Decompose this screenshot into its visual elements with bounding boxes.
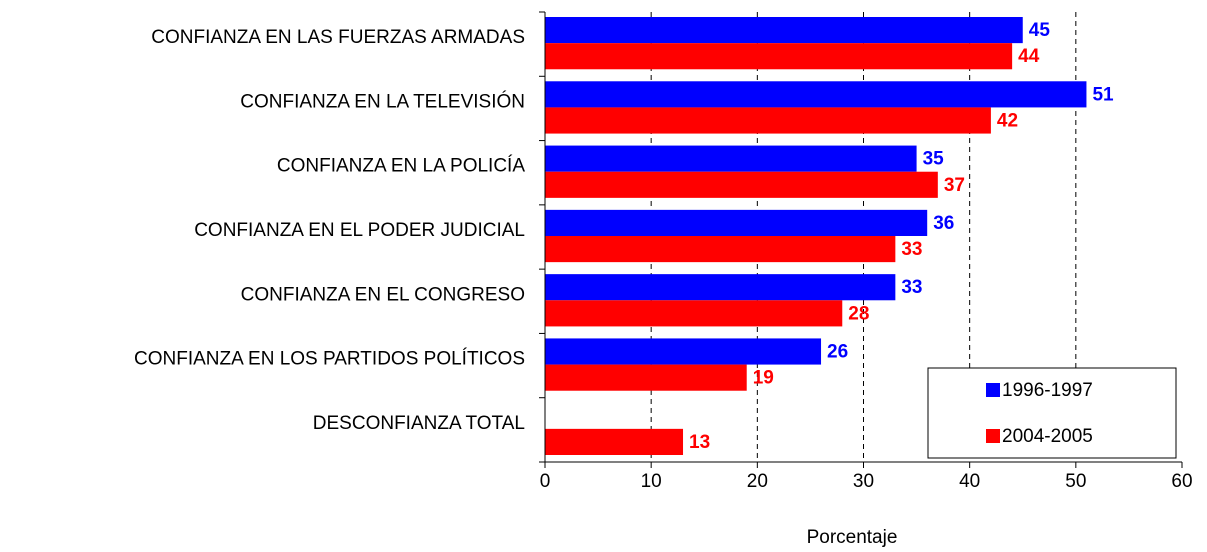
- data-label: 33: [901, 239, 922, 260]
- bar: [545, 338, 822, 365]
- data-label: 28: [848, 303, 869, 324]
- bar: [545, 236, 896, 263]
- legend-label: 1996-1997: [1002, 380, 1093, 401]
- data-label: 45: [1029, 20, 1051, 41]
- y-tick-label: CONFIANZA EN LA TELEVISIÓN: [240, 90, 525, 112]
- bar: [545, 43, 1013, 70]
- data-label: 33: [901, 277, 922, 298]
- x-tick-label: 40: [959, 471, 980, 492]
- legend-box: [927, 367, 1177, 459]
- bar: [545, 209, 928, 236]
- bar: [545, 107, 991, 134]
- x-tick-label: 0: [540, 471, 551, 492]
- y-tick-label: CONFIANZA EN LOS PARTIDOS POLÍTICOS: [134, 349, 525, 370]
- legend-swatch: [986, 383, 1000, 397]
- y-tick-label: CONFIANZA EN LAS FUERZAS ARMADAS: [151, 27, 525, 48]
- bar: [545, 145, 917, 172]
- legend-swatch: [986, 429, 1000, 443]
- bar: [545, 17, 1023, 44]
- y-tick-label: CONFIANZA EN LA POLICÍA: [277, 156, 525, 177]
- data-label: 13: [689, 432, 710, 453]
- data-label: 26: [827, 342, 848, 363]
- data-label: 44: [1018, 46, 1040, 67]
- y-tick-label: CONFIANZA EN EL PODER JUDICIAL: [194, 220, 525, 241]
- bar: [545, 428, 684, 455]
- data-label: 37: [944, 175, 965, 196]
- legend-label: 2004-2005: [1002, 426, 1093, 447]
- bar: [545, 274, 896, 301]
- x-tick-label: 10: [641, 471, 662, 492]
- data-label: 19: [753, 368, 774, 389]
- y-tick-label: DESCONFIANZA TOTAL: [313, 413, 525, 434]
- x-tick-label: 50: [1065, 471, 1086, 492]
- x-tick-label: 30: [853, 471, 874, 492]
- data-label: 35: [923, 149, 945, 170]
- data-label: 51: [1092, 84, 1114, 105]
- x-tick-label: 60: [1171, 471, 1192, 492]
- x-axis-title: Porcentaje: [807, 527, 898, 548]
- data-label: 36: [933, 213, 954, 234]
- bar: [545, 300, 843, 327]
- x-tick-label: 20: [747, 471, 768, 492]
- bar: [545, 364, 747, 391]
- bar: [545, 171, 938, 198]
- bar: [545, 81, 1087, 108]
- y-tick-label: CONFIANZA EN EL CONGRESO: [241, 284, 525, 305]
- data-label: 42: [997, 111, 1018, 132]
